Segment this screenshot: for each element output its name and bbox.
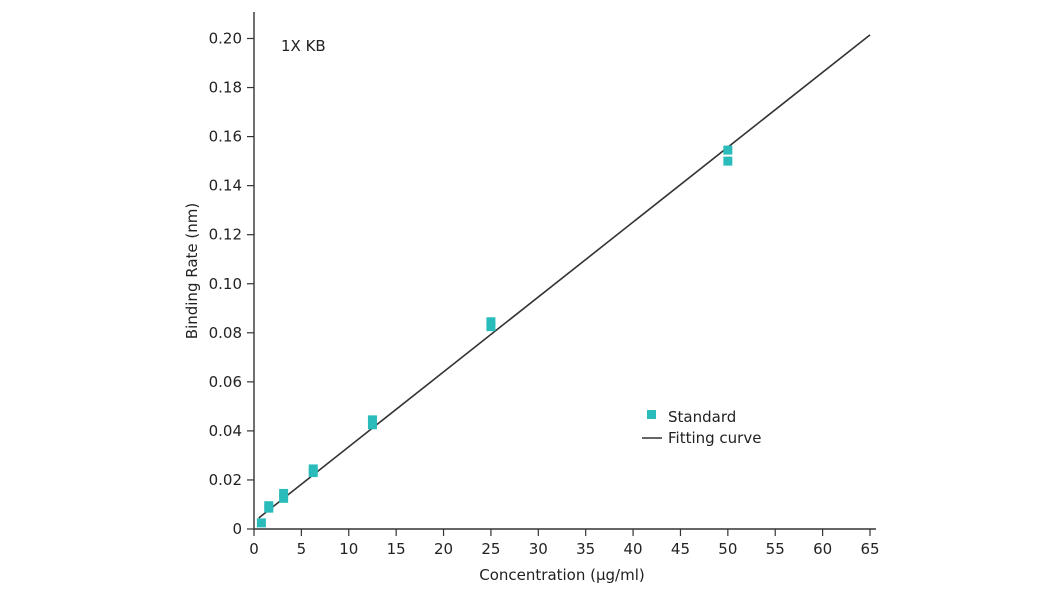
y-tick-label: 0.16 — [209, 128, 242, 146]
x-axis-title: Concentration (µg/ml) — [479, 566, 644, 584]
x-tick-label: 10 — [339, 540, 358, 558]
y-axis: 0 0.02 0.04 0.06 0.08 0.10 0.12 0.14 0.16 0.18 0.2… — [209, 12, 255, 538]
x-tick-label: 45 — [671, 540, 690, 558]
y-axis-title: Binding Rate (nm) — [183, 203, 201, 339]
x-tick-label: 15 — [387, 540, 406, 558]
fitting-curve-line — [258, 34, 871, 519]
legend-label-fitting-curve: Fitting curve — [668, 429, 761, 447]
standard-point — [486, 317, 496, 327]
x-tick-label: 50 — [718, 540, 737, 558]
standard-point — [367, 420, 377, 430]
x-tick-label: 25 — [481, 540, 500, 558]
x-axis: 0 5 10 15 20 25 30 35 40 45 50 55 60 65 — [249, 528, 880, 558]
standard-points-layer — [256, 145, 733, 528]
y-tick-label: 0.12 — [209, 226, 242, 244]
legend-label-standard: Standard — [668, 408, 736, 426]
legend-marker-standard — [647, 410, 656, 419]
standard-point — [256, 518, 266, 528]
standard-point — [486, 322, 496, 332]
legend: Standard Fitting curve — [642, 408, 761, 447]
y-tick-label: 0.20 — [209, 30, 242, 48]
x-tick-label: 65 — [860, 540, 879, 558]
standard-point — [279, 493, 289, 503]
standard-point — [308, 464, 318, 474]
y-tick-label: 0.06 — [209, 373, 242, 391]
y-tick-label: 0.08 — [209, 324, 242, 342]
fitting-curve-layer — [258, 34, 871, 519]
panel-annotation: 1X KB — [281, 37, 326, 55]
y-tick-label: 0.14 — [209, 177, 242, 195]
y-tick-label: 0.18 — [209, 79, 242, 97]
standard-point — [723, 145, 733, 155]
x-tick-label: 30 — [529, 540, 548, 558]
x-tick-label: 20 — [434, 540, 453, 558]
x-tick-label: 0 — [249, 540, 259, 558]
x-tick-label: 60 — [813, 540, 832, 558]
x-tick-label: 5 — [297, 540, 307, 558]
y-tick-label: 0.10 — [209, 275, 242, 293]
x-tick-label: 40 — [624, 540, 643, 558]
standard-point — [264, 501, 274, 511]
x-tick-label: 35 — [576, 540, 595, 558]
y-tick-label: 0 — [232, 520, 242, 538]
standard-point — [723, 156, 733, 166]
y-tick-label: 0.02 — [209, 471, 242, 489]
standard-point — [367, 415, 377, 425]
standard-point — [279, 488, 289, 498]
x-tick-label: 55 — [766, 540, 785, 558]
y-tick-label: 0.04 — [209, 422, 242, 440]
